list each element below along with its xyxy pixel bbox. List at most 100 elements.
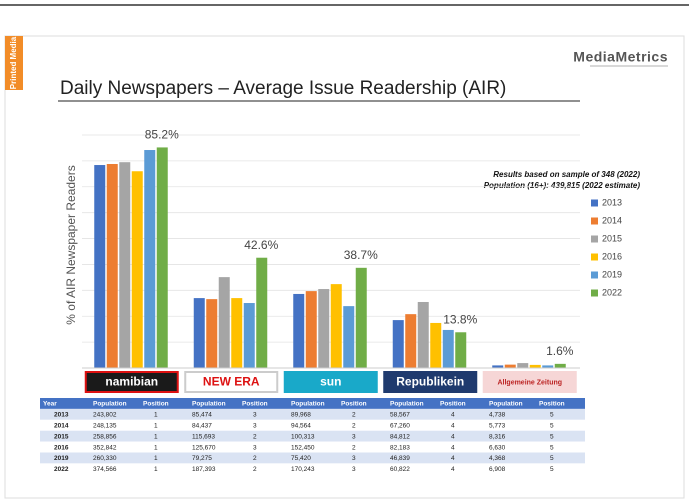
table-cell: 248,135 xyxy=(93,422,117,429)
table-cell: 5 xyxy=(550,422,554,429)
table-cell: 352,842 xyxy=(93,444,117,451)
table-cell: 6,908 xyxy=(489,466,506,473)
table-cell: 1 xyxy=(154,466,158,473)
bar xyxy=(529,364,541,368)
table-cell: 260,330 xyxy=(93,455,117,462)
table-cell: 6,630 xyxy=(489,444,506,451)
x-tick-label: sun xyxy=(320,375,341,389)
data-label: 1.6% xyxy=(546,344,574,358)
table-cell: 67,260 xyxy=(390,422,410,429)
bar xyxy=(144,150,156,368)
bar xyxy=(542,365,554,368)
bar xyxy=(305,291,317,368)
bar xyxy=(343,306,355,368)
table-cell: 2 xyxy=(352,444,356,451)
bar xyxy=(131,171,143,368)
data-label: 85.2% xyxy=(145,128,179,142)
table-header-cell: Position xyxy=(539,401,565,408)
table-cell: 84,812 xyxy=(390,433,410,440)
legend-swatch xyxy=(591,235,598,243)
table-cell: 4 xyxy=(451,466,455,473)
table-header-cell: Population xyxy=(192,401,226,408)
legend-label: 2014 xyxy=(602,215,622,225)
bar xyxy=(193,298,205,368)
table-row xyxy=(40,430,585,442)
y-axis-label: % of AIR Newspaper Readers xyxy=(64,165,78,324)
bar xyxy=(318,289,330,368)
table-cell: 152,450 xyxy=(291,444,315,451)
table-year: 2022 xyxy=(54,466,69,473)
table-year: 2016 xyxy=(54,444,69,451)
table-cell: 5 xyxy=(550,412,554,419)
table-cell: 4 xyxy=(451,422,455,429)
x-tick-label: namibian xyxy=(105,375,158,389)
table-header-cell: Position xyxy=(242,401,268,408)
legend-swatch xyxy=(591,217,598,225)
data-label: 13.8% xyxy=(443,312,477,326)
table-cell: 8,316 xyxy=(489,433,506,440)
table-cell: 3 xyxy=(253,444,257,451)
table-cell: 84,437 xyxy=(192,422,212,429)
table-cell: 79,275 xyxy=(192,455,212,462)
bar xyxy=(293,293,305,368)
table-row xyxy=(40,452,585,464)
table-cell: 75,420 xyxy=(291,455,311,462)
table-header-cell: Population xyxy=(390,401,424,408)
table-cell: 46,839 xyxy=(390,455,410,462)
bar xyxy=(517,363,529,368)
legend-label: 2016 xyxy=(602,251,622,261)
table-cell: 3 xyxy=(253,412,257,419)
table-cell: 3 xyxy=(352,433,356,440)
table-cell: 82,183 xyxy=(390,444,410,451)
table-cell: 89,968 xyxy=(291,412,311,419)
bar xyxy=(256,257,268,368)
table-header-cell: Population xyxy=(489,401,523,408)
legend-label: 2022 xyxy=(602,287,622,297)
table-row xyxy=(40,441,585,453)
chart-title: Daily Newspapers – Average Issue Readers… xyxy=(60,78,506,99)
table-header-cell: Year xyxy=(43,401,57,408)
table-header xyxy=(40,398,585,409)
table-header-cell: Position xyxy=(440,401,466,408)
sidebar xyxy=(5,36,23,90)
table-cell: 2 xyxy=(253,433,257,440)
bar xyxy=(330,284,342,368)
newspaper-logo xyxy=(184,371,279,393)
legend-label: 2015 xyxy=(602,233,622,243)
table-cell: 58,567 xyxy=(390,412,410,419)
table-cell: 1 xyxy=(154,412,158,419)
legend-swatch xyxy=(591,199,598,207)
table-cell: 5 xyxy=(550,444,554,451)
legend-label: 2013 xyxy=(602,197,622,207)
legend-label: 2019 xyxy=(602,269,622,279)
bar xyxy=(156,147,168,368)
bar xyxy=(218,277,230,368)
table-cell: 2 xyxy=(352,422,356,429)
table-header-cell: Position xyxy=(341,401,367,408)
table-year: 2014 xyxy=(54,422,69,429)
table-cell: 94,564 xyxy=(291,422,311,429)
bar xyxy=(455,332,467,368)
table-cell: 5,773 xyxy=(489,422,506,429)
table-cell: 125,670 xyxy=(192,444,216,451)
table-header-cell: Population xyxy=(93,401,127,408)
sidebar-label: Printed Media xyxy=(9,36,18,89)
x-tick-label: Allgemeine Zeitung xyxy=(497,379,562,386)
table-cell: 187,393 xyxy=(192,466,216,473)
newspaper-logo xyxy=(84,371,179,393)
newspaper-logo xyxy=(383,371,478,393)
table-cell: 2 xyxy=(253,455,257,462)
table-row xyxy=(40,463,585,475)
bar xyxy=(442,329,454,368)
bar xyxy=(206,299,218,368)
table-cell: 5 xyxy=(550,455,554,462)
legend-swatch xyxy=(591,289,598,297)
table-cell: 258,856 xyxy=(93,433,117,440)
table-cell: 170,243 xyxy=(291,466,315,473)
legend-swatch xyxy=(591,271,598,279)
table-year: 2019 xyxy=(54,455,69,462)
legend-swatch xyxy=(591,253,598,261)
x-tick-label: NEW ERA xyxy=(203,375,260,389)
bar xyxy=(119,162,131,368)
bar xyxy=(430,322,442,368)
